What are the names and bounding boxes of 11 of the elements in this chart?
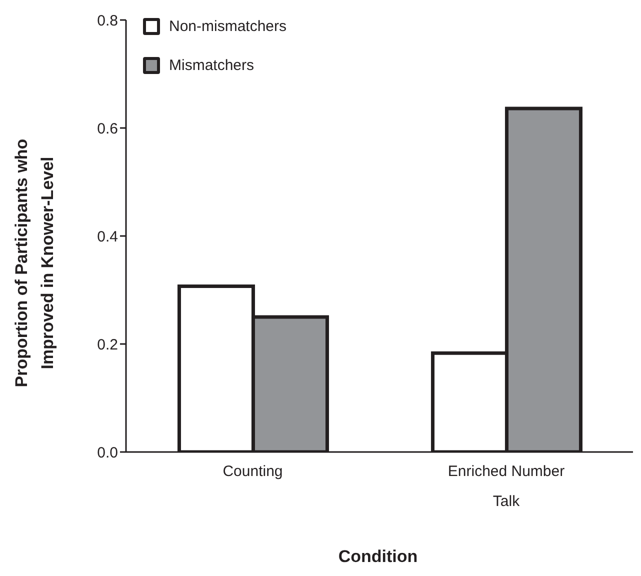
- y-tick-label: 0.6: [97, 120, 118, 138]
- x-tick-label: Counting: [222, 463, 283, 480]
- x-tick-label: Enriched Number Talk: [448, 463, 565, 510]
- y-axis-title: Proportion of Participants who Improved in Knower-Level: [12, 138, 57, 388]
- legend-label: Mismatchers: [169, 57, 254, 74]
- y-tick-label: 0.8: [97, 12, 118, 30]
- y-tick-label: 0.4: [97, 228, 118, 246]
- y-tick-label: 0.0: [97, 444, 118, 462]
- legend-label: Non-mismatchers: [169, 18, 287, 35]
- x-axis-title: Condition: [338, 547, 418, 566]
- y-tick-label: 0.2: [97, 336, 118, 354]
